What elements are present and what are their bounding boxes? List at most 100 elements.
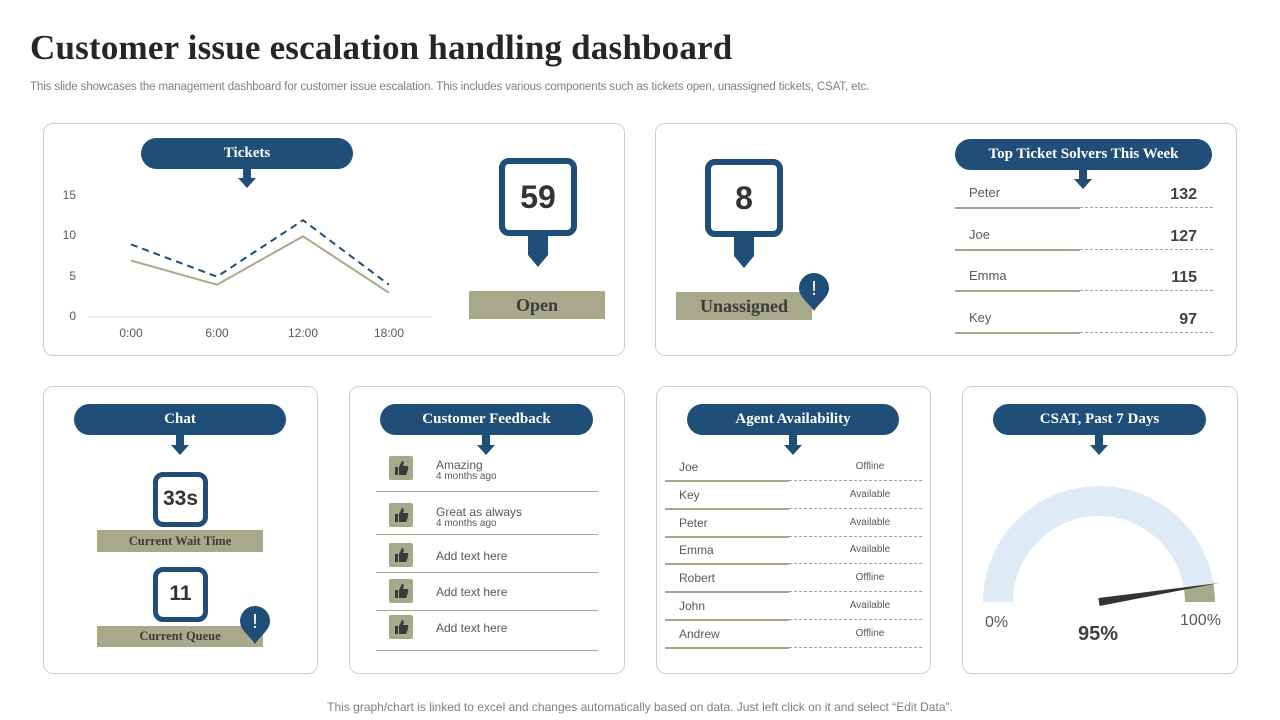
agent-divider-dashed <box>789 480 922 481</box>
feedback-time: 4 months ago <box>436 471 497 482</box>
feedback-text: Add text here <box>436 585 508 599</box>
y-tick-label: 0 <box>69 309 76 323</box>
agent-divider <box>665 480 789 482</box>
wait-time-value: 33s <box>162 487 199 510</box>
solver-divider-dashed <box>1080 331 1213 333</box>
agent-status: Offline <box>855 572 885 584</box>
csat-min-label: 0% <box>985 614 1009 631</box>
solver-name: Peter <box>969 185 1001 200</box>
thumbs-up-icon <box>389 503 413 527</box>
agent-divider <box>665 507 789 510</box>
queue-box: 11 <box>153 567 208 622</box>
top-solvers-header: Top Ticket Solvers This Week <box>955 139 1212 170</box>
csat-down-arrow-icon <box>1090 435 1108 455</box>
agent-divider <box>665 535 789 538</box>
alert-glyph: ! <box>252 611 258 633</box>
csat-gauge <box>983 485 1220 606</box>
csat-value: 95% <box>1078 623 1119 645</box>
top-solvers-down-arrow-icon <box>1074 169 1092 189</box>
agent-divider <box>665 563 789 566</box>
x-tick-label: 0:00 <box>119 326 143 340</box>
tickets-down-arrow-icon <box>238 168 256 188</box>
agent-name: Key <box>679 487 700 502</box>
unassigned-box: 8 <box>705 159 783 237</box>
alert-glyph: ! <box>811 278 817 300</box>
agent-status: Available <box>849 488 891 500</box>
tickets-line-chart <box>88 218 432 318</box>
queue-label: Current Queue <box>97 626 263 647</box>
x-tick-label: 12:00 <box>287 326 319 340</box>
agent-divider-dashed <box>789 563 922 565</box>
agent-status: Available <box>849 516 891 528</box>
solver-divider-dashed <box>1080 207 1213 208</box>
feedback-text: Add text here <box>436 549 508 563</box>
page-title: Customer issue escalation handling dashb… <box>30 28 733 67</box>
thumbs-up-icon <box>389 579 413 603</box>
feedback-divider <box>376 572 598 573</box>
agent-name: Andrew <box>679 626 720 641</box>
chat-down-arrow-icon <box>171 435 189 455</box>
agent-status: Available <box>849 544 891 556</box>
agent-divider-dashed <box>789 591 922 593</box>
solver-divider <box>955 207 1080 209</box>
footer-note: This graph/chart is linked to excel and … <box>327 700 953 714</box>
open-tickets-count: 59 <box>520 179 556 215</box>
open-tickets-box: 59 <box>499 158 577 236</box>
thumbs-up-icon <box>389 615 413 639</box>
solver-divider-dashed <box>1080 248 1213 250</box>
agent-divider-dashed <box>789 507 922 509</box>
solver-value: 115 <box>1171 269 1197 286</box>
wait-time-label: Current Wait Time <box>97 530 263 552</box>
agent-name: Emma <box>679 543 714 558</box>
agent-name: Peter <box>679 515 708 530</box>
y-tick-label: 15 <box>62 188 76 202</box>
agent-name: John <box>679 599 706 613</box>
queue-alert-icon[interactable]: ! <box>239 605 271 645</box>
feedback-header: Customer Feedback <box>380 404 593 435</box>
agent-divider-dashed <box>789 619 922 620</box>
csat-gauge-needle <box>1098 582 1220 606</box>
solver-divider <box>955 331 1080 334</box>
agent-status: Offline <box>855 627 885 639</box>
unassigned-marker-icon <box>734 236 754 268</box>
csat-header: CSAT, Past 7 Days <box>993 404 1206 435</box>
agent-status: Available <box>849 600 891 611</box>
solver-divider-dashed <box>1080 290 1213 291</box>
feedback-divider <box>376 650 598 651</box>
open-label: Open <box>469 291 605 319</box>
tickets-header: Tickets <box>141 138 353 169</box>
thumbs-up-icon <box>389 543 413 567</box>
unassigned-count: 8 <box>735 180 753 216</box>
feedback-text: Add text here <box>436 621 508 635</box>
csat-max-label: 100% <box>1180 612 1221 629</box>
feedback-divider <box>376 534 598 535</box>
solver-divider <box>955 290 1080 292</box>
x-tick-label: 18:00 <box>373 326 405 340</box>
agent-divider <box>665 619 789 621</box>
csat-gauge-filled-arc <box>983 485 1214 602</box>
wait-time-box: 33s <box>153 472 208 527</box>
thumbs-up-icon <box>389 456 413 480</box>
solver-name: Emma <box>969 268 1007 283</box>
solver-name: Joe <box>969 226 990 242</box>
feedback-down-arrow-icon <box>477 435 495 455</box>
feedback-text: Great as always <box>436 505 523 519</box>
csat-gauge-remaining-arc <box>1183 583 1215 602</box>
agent-divider <box>665 646 789 649</box>
feedback-divider <box>376 491 598 492</box>
y-tick-label: 10 <box>62 228 76 243</box>
x-tick-label: 6:00 <box>205 326 229 340</box>
agent-name: Robert <box>679 571 716 586</box>
solver-divider <box>955 248 1080 251</box>
chat-header: Chat <box>74 404 286 435</box>
agent-divider-dashed <box>789 646 922 648</box>
queue-value: 11 <box>169 582 192 605</box>
y-tick-label: 5 <box>69 268 76 283</box>
unassigned-alert-icon[interactable]: ! <box>798 272 830 312</box>
page-subtitle: This slide showcases the management dash… <box>30 81 870 93</box>
feedback-time: 4 months ago <box>436 518 497 529</box>
feedback-divider <box>376 610 598 611</box>
solver-value: 97 <box>1179 310 1197 328</box>
open-marker-icon <box>528 235 548 267</box>
solver-value: 132 <box>1170 186 1197 203</box>
